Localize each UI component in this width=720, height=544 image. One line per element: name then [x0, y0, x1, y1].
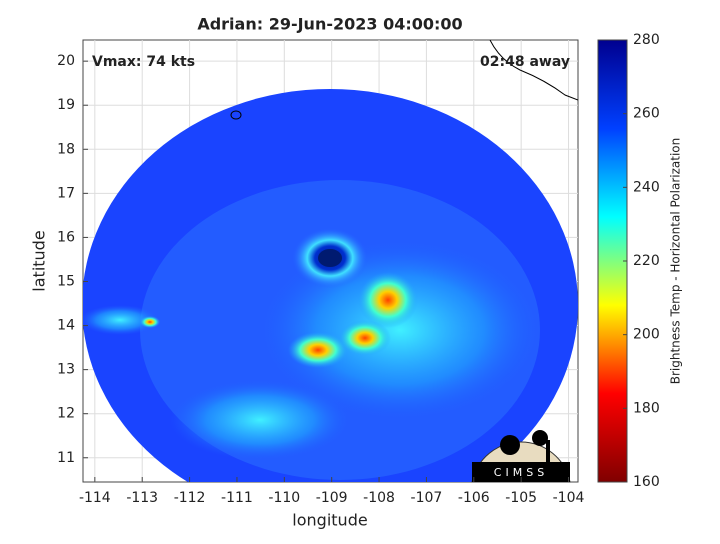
x-tick-label: -104: [553, 490, 585, 506]
y-tick-label: 14: [57, 318, 75, 334]
y-tick-label: 13: [57, 362, 75, 378]
colorbar-tick-label: 260: [633, 106, 660, 122]
colorbar-tick-label: 160: [633, 474, 660, 490]
imagery: [83, 40, 578, 482]
chart-title: Adrian: 29-Jun-2023 04:00:00: [197, 15, 462, 34]
y-tick-label: 18: [57, 141, 75, 157]
y-tick-label: 12: [57, 406, 75, 422]
colorbar-label: Brightness Temp - Horizontal Polarizatio…: [669, 138, 683, 385]
x-tick-label: -108: [363, 490, 395, 506]
y-tick-label: 19: [57, 97, 75, 113]
colorbar: [597, 39, 628, 483]
x-tick-label: -105: [505, 490, 537, 506]
y-tick-label: 16: [57, 229, 75, 245]
colorbar-tick-label: 280: [633, 32, 660, 48]
y-tick-label: 20: [57, 53, 75, 69]
logo-text: CIMSS: [494, 466, 548, 479]
x-tick-label: -110: [268, 490, 300, 506]
annotation: 02:48 away: [480, 54, 570, 70]
x-tick-label: -109: [316, 490, 348, 506]
y-tick-label: 11: [57, 450, 75, 466]
x-tick-label: -114: [79, 490, 111, 506]
annotation: Vmax: 74 kts: [92, 54, 195, 70]
y-tick-label: 15: [57, 273, 75, 289]
colorbar-tick-label: 220: [633, 253, 660, 269]
colorbar-tick-label: 200: [633, 327, 660, 343]
colorbar-tick-label: 180: [633, 400, 660, 416]
x-axis-label: longitude: [292, 511, 367, 530]
y-tick-label: 17: [57, 185, 75, 201]
x-tick-label: -111: [221, 490, 253, 506]
logo: CIMSS: [471, 430, 571, 483]
x-tick-label: -106: [458, 490, 490, 506]
x-tick-label: -113: [126, 490, 158, 506]
colorbar-tick-label: 240: [633, 179, 660, 195]
y-axis-label: latitude: [30, 230, 49, 291]
x-tick-label: -107: [411, 490, 443, 506]
x-tick-label: -112: [174, 490, 206, 506]
